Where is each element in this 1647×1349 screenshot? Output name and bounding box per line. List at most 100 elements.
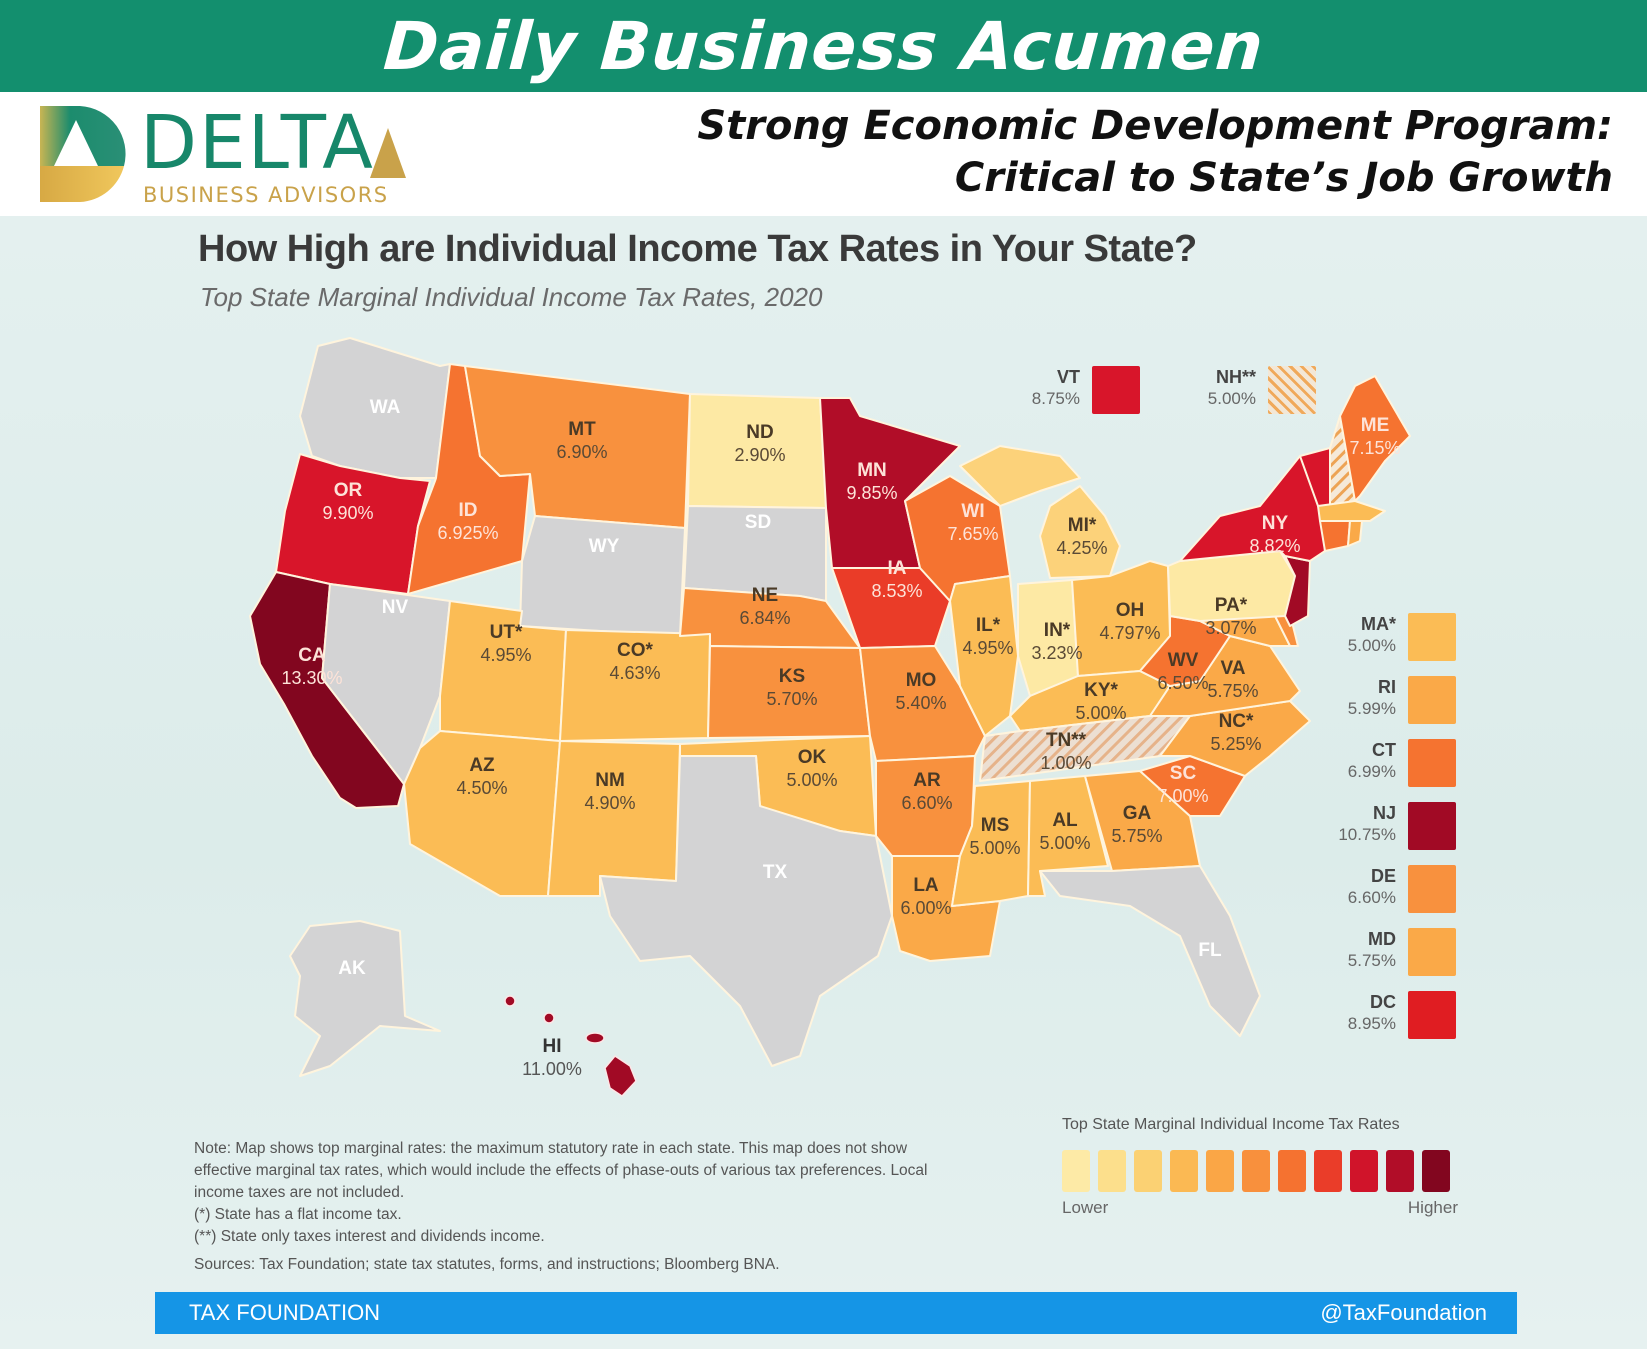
note-flat-tax: (*) State has a flat income tax. xyxy=(194,1206,402,1223)
state-rate-mn: 9.85% xyxy=(846,483,897,503)
state-label-mt: MT xyxy=(568,419,596,440)
state-rate-me: 7.15% xyxy=(1349,438,1400,458)
legend-swatch xyxy=(1408,802,1456,850)
state-nm xyxy=(547,740,681,897)
state-rate-az: 4.50% xyxy=(456,778,507,798)
tax-map-infographic: How High are Individual Income Tax Rates… xyxy=(0,216,1647,1349)
logo-gold-triangle-icon xyxy=(370,128,406,178)
scale-swatch xyxy=(1314,1150,1342,1192)
state-label-nm: NM xyxy=(595,770,625,791)
state-rate-nm: 4.90% xyxy=(584,793,635,813)
state-label-nd: ND xyxy=(746,422,773,443)
scale-title: Top State Marginal Individual Income Tax… xyxy=(1062,1116,1400,1133)
state-rate-la: 6.00% xyxy=(900,898,951,918)
note-interest-dividends: (**) State only taxes interest and divid… xyxy=(194,1228,545,1245)
scale-swatch xyxy=(1422,1150,1450,1192)
state-rate-mi: 4.25% xyxy=(1056,538,1107,558)
state-rate-ar: 6.60% xyxy=(901,793,952,813)
logo-word: DELTA xyxy=(140,100,375,186)
state-rate-id: 6.925% xyxy=(437,523,498,543)
scale-swatch xyxy=(1206,1150,1234,1192)
state-label-wi: WI xyxy=(961,501,984,522)
state-label-mi: MI* xyxy=(1068,515,1097,536)
legend-swatch xyxy=(1408,613,1456,661)
legend-md: MD 5.75% xyxy=(1296,928,1456,978)
state-rate-ut: 4.95% xyxy=(480,645,531,665)
state-rate-ny: 8.82% xyxy=(1249,536,1300,556)
state-rate-ok: 5.00% xyxy=(786,770,837,790)
state-rate-mo: 5.40% xyxy=(895,693,946,713)
legend-dc: DC 8.95% xyxy=(1296,991,1456,1041)
legend-nh-swatch xyxy=(1268,366,1316,414)
state-rate-oh: 4.797% xyxy=(1099,623,1160,643)
state-label-id: ID xyxy=(459,500,478,521)
legend-swatch xyxy=(1408,928,1456,976)
state-label-va: VA xyxy=(1221,658,1246,679)
state-label-wa: WA xyxy=(370,397,401,418)
state-rate-nc: 5.25% xyxy=(1210,734,1261,754)
state-label-ia: IA xyxy=(888,558,907,579)
legend-vt: VT 8.75% xyxy=(1010,366,1140,416)
state-rate-pa: 3.07% xyxy=(1205,618,1256,638)
state-label-ok: OK xyxy=(798,747,827,768)
scale-swatch xyxy=(1350,1150,1378,1192)
state-rate-mt: 6.90% xyxy=(556,442,607,462)
state-rate-ne: 6.84% xyxy=(739,608,790,628)
state-wy xyxy=(519,515,686,637)
footer-handle[interactable]: @TaxFoundation xyxy=(1320,1300,1487,1325)
legend-swatch xyxy=(1408,865,1456,913)
state-sc xyxy=(1139,755,1246,817)
note-sources: Sources: Tax Foundation; state tax statu… xyxy=(194,1256,780,1273)
state-label-la: LA xyxy=(913,875,939,896)
state-fl xyxy=(1039,865,1261,1037)
state-label-oh: OH xyxy=(1116,600,1145,621)
legend-swatch xyxy=(1408,739,1456,787)
state-rate-il: 4.95% xyxy=(962,638,1013,658)
scale-low-label: Lower xyxy=(1062,1198,1109,1217)
state-me xyxy=(1339,375,1411,502)
state-rate-ca: 13.30% xyxy=(281,668,342,688)
state-ak xyxy=(289,920,441,1077)
scale-swatches xyxy=(1062,1150,1462,1192)
scale-swatch xyxy=(1242,1150,1270,1192)
state-rate-ms: 5.00% xyxy=(969,838,1020,858)
state-rate-ia: 8.53% xyxy=(871,581,922,601)
state-rate-sc: 7.00% xyxy=(1157,786,1208,806)
scale-swatch xyxy=(1170,1150,1198,1192)
tax-foundation-footer: TAX FOUNDATION @TaxFoundation xyxy=(155,1292,1517,1334)
logo-subtitle: BUSINESS ADVISORS xyxy=(143,183,389,207)
state-rate-ks: 5.70% xyxy=(766,689,817,709)
state-tx xyxy=(599,755,893,1067)
state-rate-ky: 5.00% xyxy=(1075,703,1126,723)
state-rate-tn: 1.00% xyxy=(1040,753,1091,773)
legend-swatch xyxy=(1408,676,1456,724)
state-rate-wv: 6.50% xyxy=(1157,673,1208,693)
scale-swatch xyxy=(1278,1150,1306,1192)
legend-ma: MA* 5.00% xyxy=(1296,613,1456,663)
headline-line-1: Strong Economic Development Program: xyxy=(697,103,1613,149)
scale-swatch xyxy=(1134,1150,1162,1192)
banner-title: Daily Business Acumen xyxy=(380,7,1267,85)
header-strip: DELTA BUSINESS ADVISORS Strong Economic … xyxy=(0,92,1647,216)
scale-swatch xyxy=(1098,1150,1126,1192)
chart-subtitle: Top State Marginal Individual Income Tax… xyxy=(200,282,823,312)
state-labels-group: WAOR9.90%CA13.30%NVID6.925%MT6.90%WYUT*4… xyxy=(281,397,1400,1079)
state-ri xyxy=(1347,520,1363,547)
state-mi xyxy=(1039,485,1121,579)
state-label-sc: SC xyxy=(1170,763,1197,784)
legend-ct: CT 6.99% xyxy=(1296,739,1456,789)
state-rate-al: 5.00% xyxy=(1039,833,1090,853)
note-main: Note: Map shows top marginal rates: the … xyxy=(194,1140,928,1201)
chart-title: How High are Individual Income Tax Rates… xyxy=(198,228,1197,270)
state-label-nv: NV xyxy=(382,597,409,618)
state-label-co: CO* xyxy=(617,640,654,661)
state-hi xyxy=(504,995,637,1097)
delta-logo: DELTA BUSINESS ADVISORS xyxy=(40,100,420,207)
state-ga xyxy=(1084,770,1201,872)
state-label-mn: MN xyxy=(857,460,887,481)
us-map: WAOR9.90%CA13.30%NVID6.925%MT6.90%WYUT*4… xyxy=(249,337,1411,1097)
state-rate-nd: 2.90% xyxy=(734,445,785,465)
state-label-ks: KS xyxy=(779,666,805,687)
state-label-ne: NE xyxy=(752,585,778,606)
legend-nh: NH** 5.00% xyxy=(1186,366,1316,416)
